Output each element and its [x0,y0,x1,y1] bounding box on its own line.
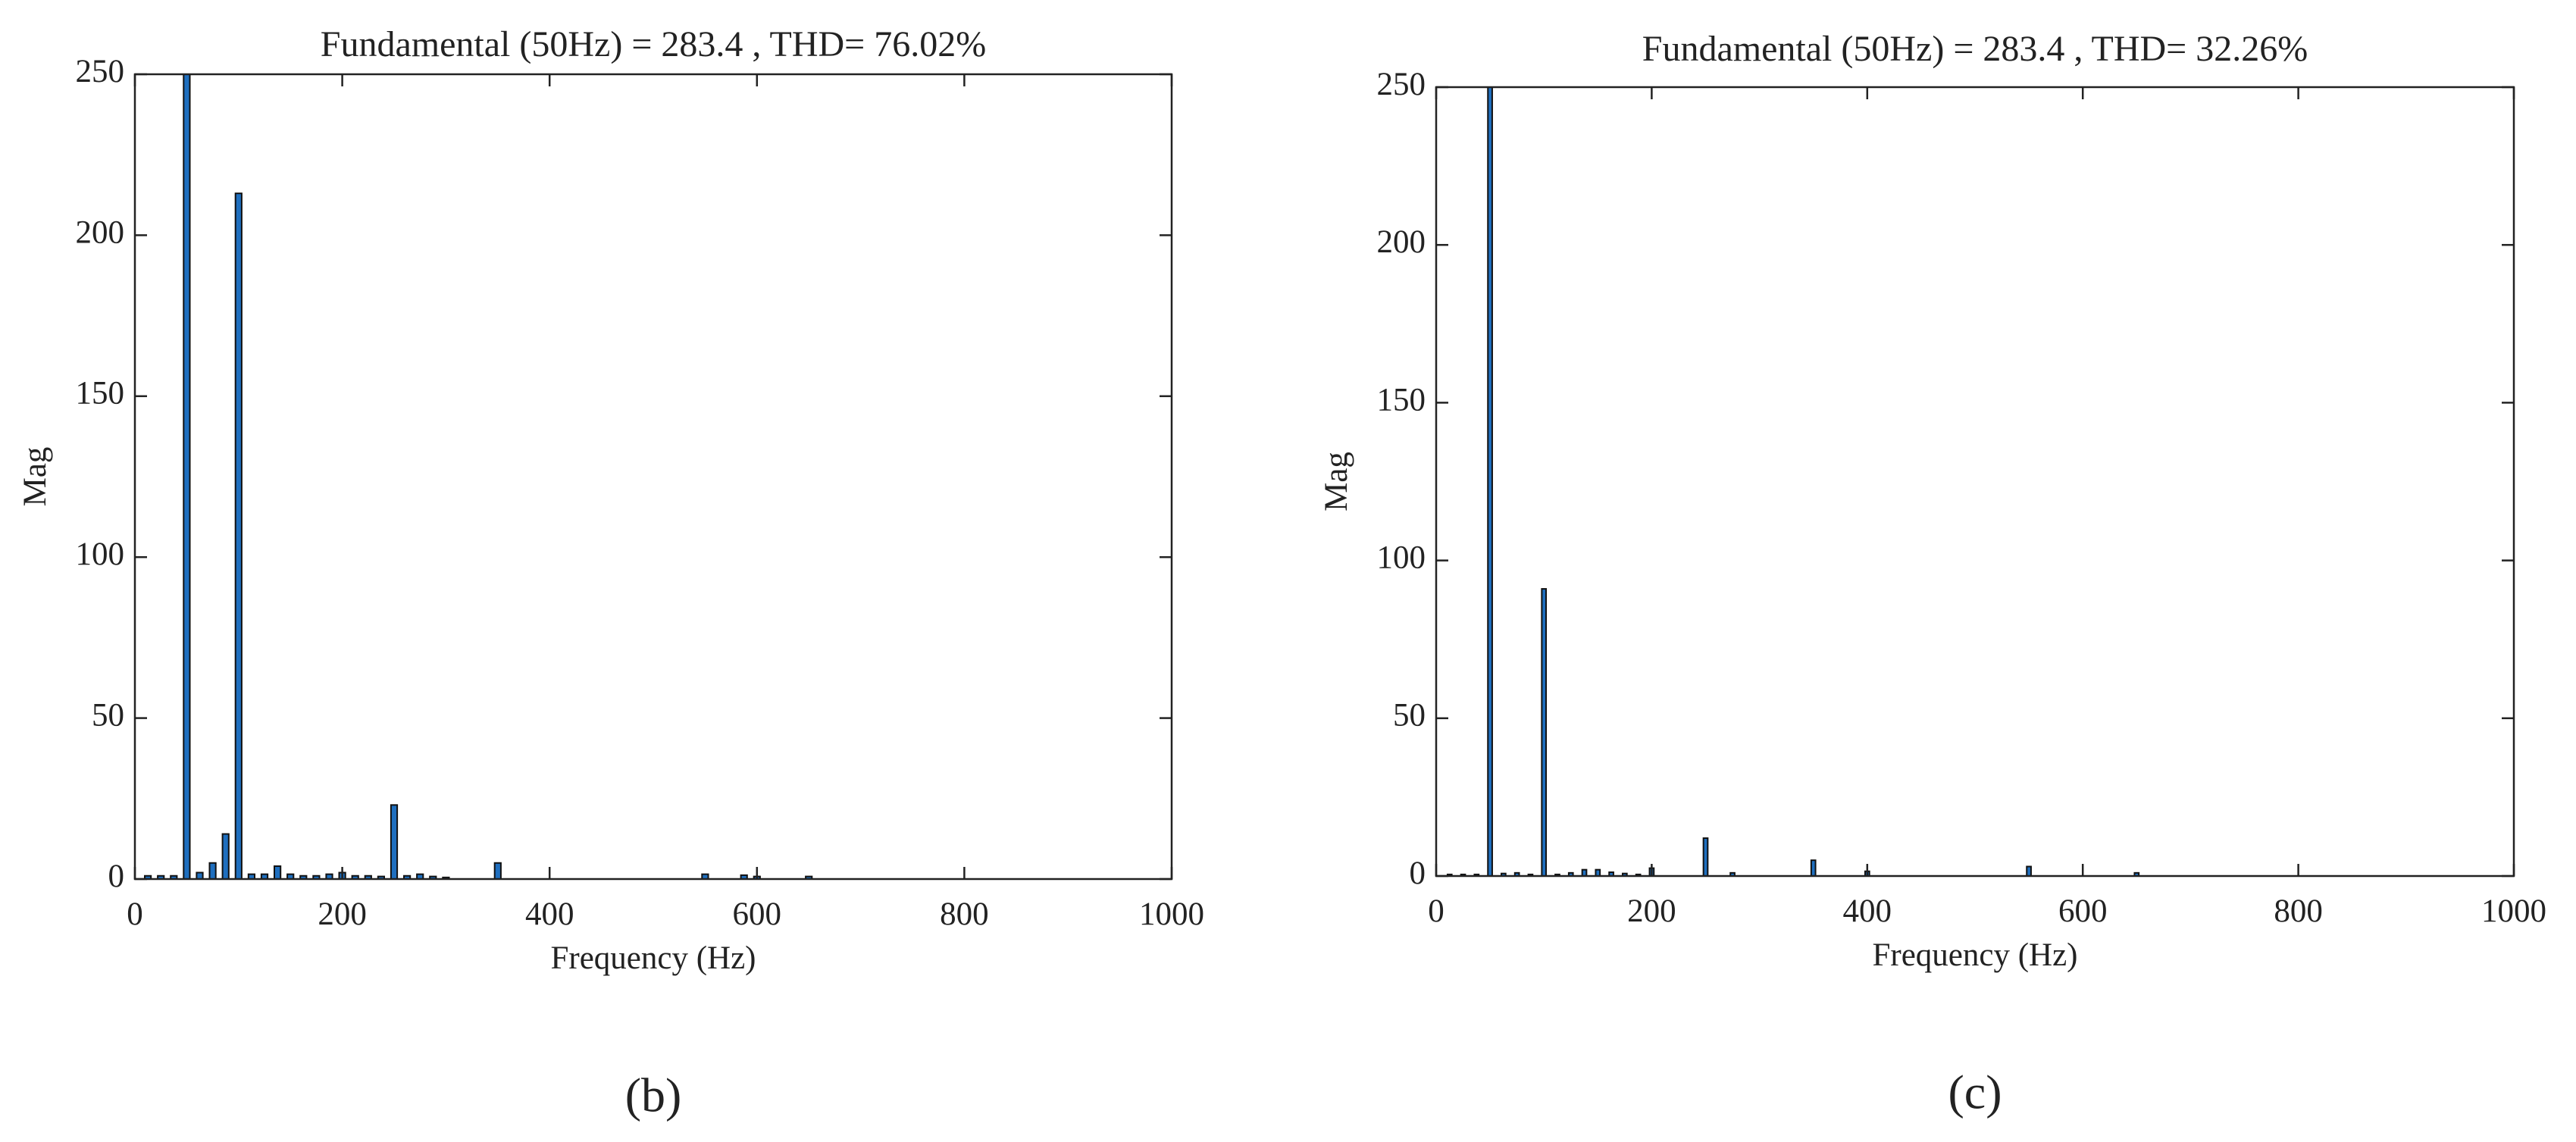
bars [1446,87,2140,876]
panel-label: (b) [625,1068,682,1122]
x-tick-label: 200 [318,896,367,932]
y-tick-label: 150 [76,376,125,411]
bar [260,873,269,879]
plot-frame [133,73,1173,881]
bar [234,192,243,879]
x-tick-label: 1000 [2481,893,2546,929]
y-tick-label: 200 [1377,224,1426,260]
y-axis-label: Mag [1319,452,1354,512]
x-tick-label: 800 [2274,893,2323,929]
bar [273,865,282,879]
x-tick-label: 800 [940,896,989,932]
y-tick-label: 50 [92,697,124,733]
x-tick-label: 400 [525,896,574,932]
bar [701,873,709,879]
y-tick-label: 250 [76,54,125,89]
bar [1729,871,1736,876]
bar [247,873,256,879]
y-tick-label: 100 [1377,540,1426,575]
panel-label: (c) [1948,1065,2002,1119]
chart-title: Fundamental (50Hz) = 283.4 , THD= 32.26% [1642,29,2308,69]
x-axis-label: Frequency (Hz) [1872,937,2077,973]
y-tick-label: 100 [76,537,125,572]
bar [390,804,399,879]
x-tick-label: 400 [1843,893,1892,929]
plot-frame [1435,86,2515,878]
x-tick-label: 600 [733,896,782,932]
y-tick-label: 200 [76,214,125,250]
bar [1567,871,1574,876]
x-tick-label: 200 [1627,893,1676,929]
bar [2026,865,2032,876]
y-axis-label: Mag [17,447,53,507]
bar [196,871,204,879]
y-tick-label: 50 [1393,698,1426,734]
y-tick-label: 0 [108,859,125,894]
bar [1810,859,1817,876]
bar [221,833,230,879]
y-tick-label: 150 [1377,382,1426,418]
bar [1501,872,1507,876]
y-tick-label: 0 [1410,856,1426,891]
x-tick-label: 600 [2058,893,2108,929]
bar [2133,871,2140,876]
bars [143,74,813,879]
bar [325,873,333,879]
bar [183,74,191,879]
x-tick-label: 1000 [1139,896,1204,932]
x-tick-label: 0 [127,896,143,932]
bar [493,862,502,879]
x-tick-label: 0 [1428,893,1445,929]
x-axis-label: Frequency (Hz) [550,940,756,976]
chart-title: Fundamental (50Hz) = 283.4 , THD= 76.02% [321,24,986,64]
bar [286,873,295,879]
bar [1702,837,1709,876]
bar [1487,87,1493,876]
bar [208,862,217,879]
y-tick-label: 250 [1377,67,1426,102]
bar [1622,872,1628,876]
bar [1513,871,1520,876]
bar [416,873,424,879]
bar [1541,588,1548,876]
